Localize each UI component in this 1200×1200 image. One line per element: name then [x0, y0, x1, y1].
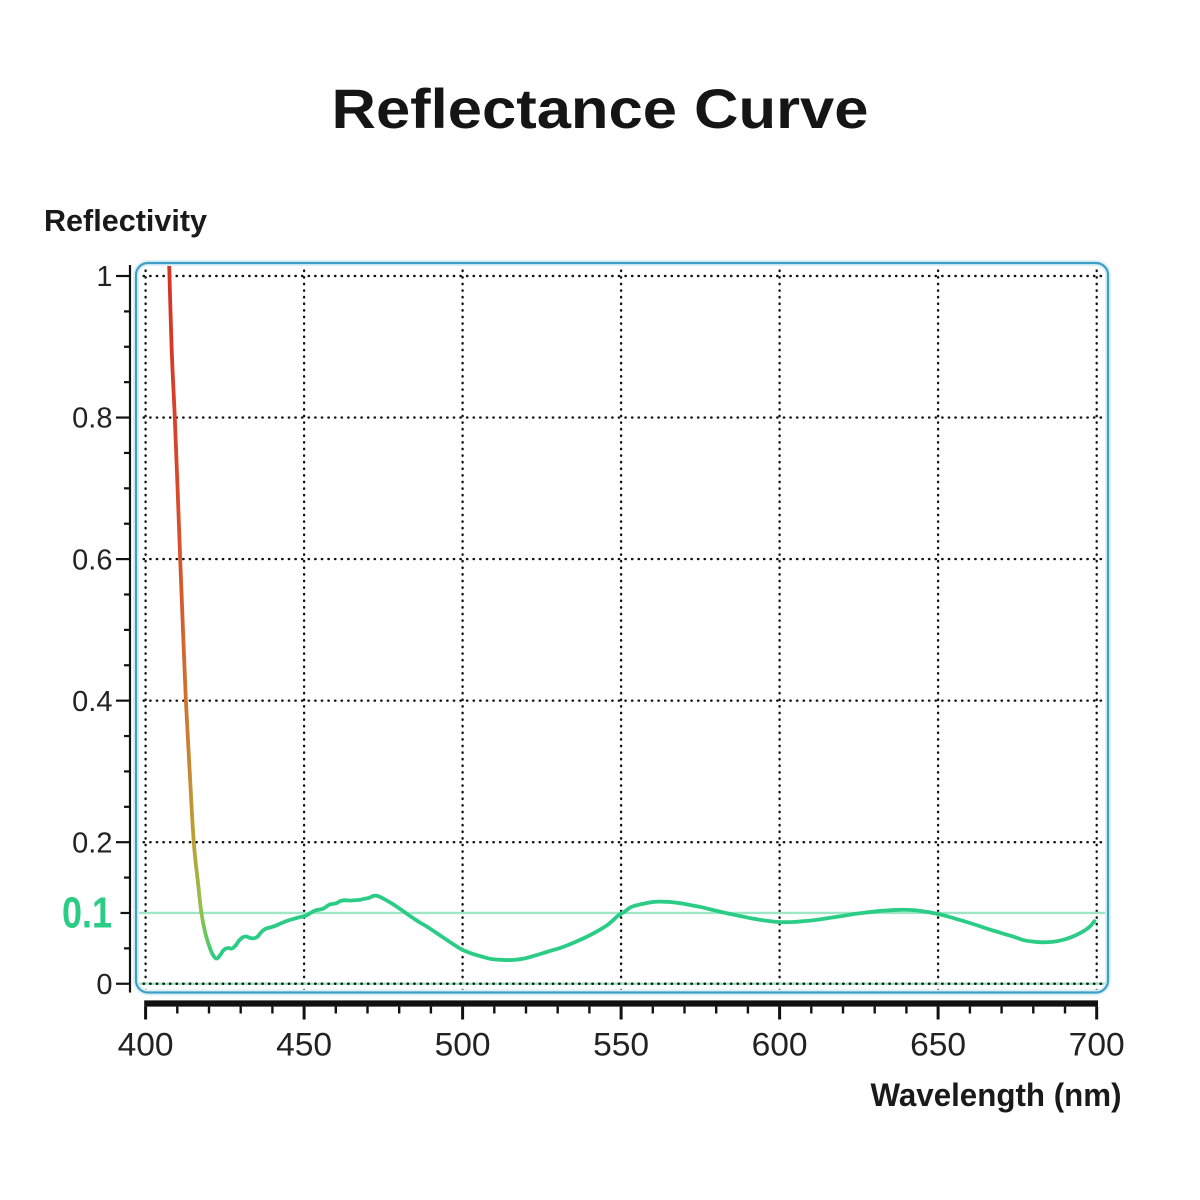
- svg-text:700: 700: [1069, 1027, 1125, 1063]
- svg-text:0: 0: [96, 969, 112, 1001]
- svg-text:Reflectance Curve: Reflectance Curve: [332, 77, 869, 140]
- svg-text:0.8: 0.8: [72, 403, 112, 435]
- svg-text:Reflectivity: Reflectivity: [44, 203, 208, 238]
- svg-text:600: 600: [752, 1027, 808, 1063]
- svg-text:450: 450: [276, 1027, 332, 1063]
- svg-text:550: 550: [593, 1027, 649, 1063]
- svg-text:400: 400: [118, 1027, 174, 1063]
- svg-text:0.4: 0.4: [72, 686, 112, 718]
- svg-text:650: 650: [910, 1027, 966, 1063]
- svg-text:500: 500: [435, 1027, 491, 1063]
- svg-text:0.6: 0.6: [72, 544, 112, 576]
- svg-text:1: 1: [96, 261, 112, 293]
- svg-text:Wavelength (nm): Wavelength (nm): [871, 1077, 1122, 1113]
- svg-text:0.2: 0.2: [72, 827, 112, 859]
- svg-text:0.1: 0.1: [62, 889, 112, 938]
